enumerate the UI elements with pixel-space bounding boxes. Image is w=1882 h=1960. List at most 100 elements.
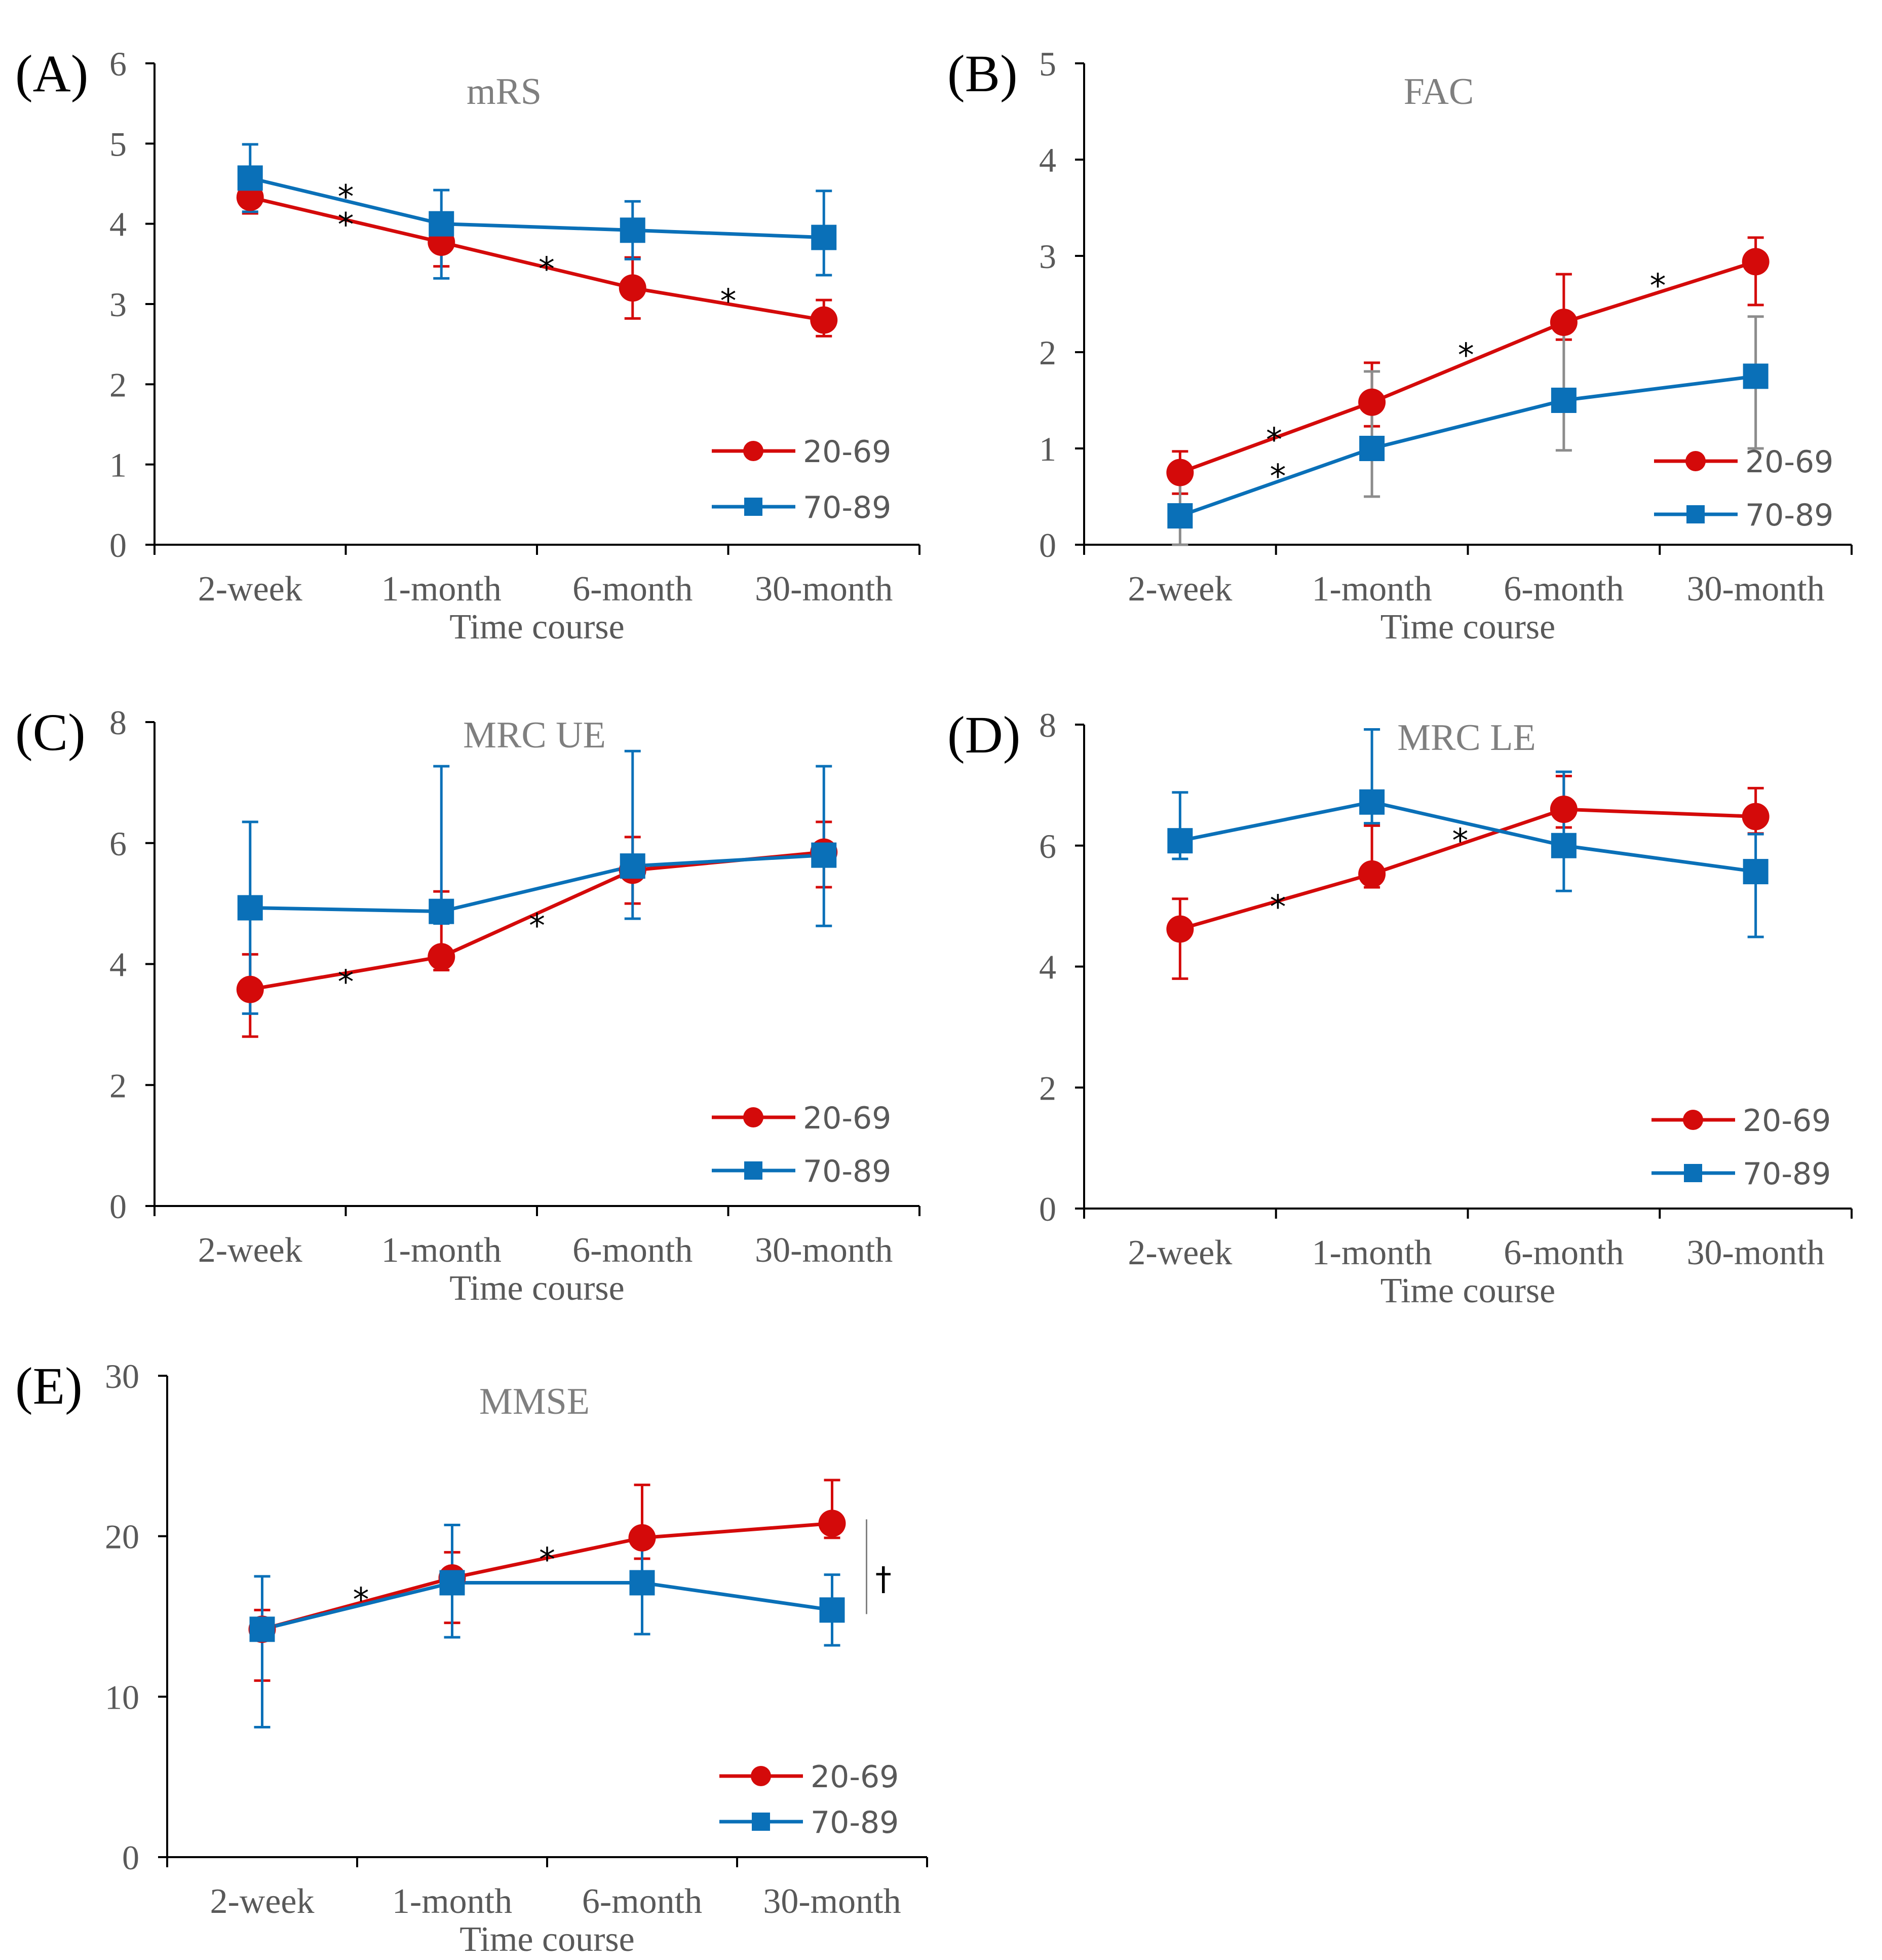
y-tick-label: 20 [105, 1518, 139, 1556]
y-tick-label: 2 [1039, 333, 1056, 372]
y-tick-label: 30 [105, 1357, 139, 1396]
significance-asterisk: * [338, 207, 354, 244]
x-tick-label: 30-month [755, 570, 893, 609]
y-tick-label: 0 [1039, 526, 1056, 564]
y-tick-label: 8 [1039, 706, 1056, 744]
series-line-20-69 [249, 196, 824, 322]
legend-label-20-69: 20-69 [803, 434, 891, 470]
data-point-20-69 [1166, 459, 1194, 486]
chart-panel-c: (C) MRC UE 0 2 4 6 8 2-week 1-month 6-month 30-mon… [15, 703, 920, 1308]
data-point-70-89 [1167, 828, 1193, 854]
legend: 20-69 70-89 [719, 1759, 899, 1840]
legend-marker-20-69 [743, 441, 763, 461]
x-tick-label: 6-month [1504, 1233, 1624, 1272]
data-point-20-69 [628, 1524, 656, 1552]
data-point-70-89 [1743, 859, 1769, 885]
significance-asterisk: * [539, 1541, 555, 1579]
chart-panel-b: (B) FAC 0 1 2 3 4 5 2-week 1-month 6-month 30-month… [947, 45, 1853, 647]
y-tick-label: 4 [1039, 948, 1056, 987]
data-point-70-89 [1167, 503, 1193, 529]
y-tick-label: 10 [105, 1678, 139, 1716]
significance-asterisk: * [1649, 268, 1666, 305]
legend-label-70-89: 70-89 [1743, 1156, 1831, 1192]
y-tick-label: 4 [1039, 141, 1056, 179]
series-line-20-69 [1179, 260, 1756, 474]
legend-label-70-89: 70-89 [1745, 498, 1833, 533]
x-tick-label: 1-month [1312, 1233, 1432, 1272]
chart-panel-d: (D) MRC LE 0 2 4 6 8 2-week 1-month 6-month 30-mon… [947, 706, 1853, 1310]
data-point-70-89 [237, 165, 263, 191]
legend-label-70-89: 70-89 [803, 1154, 891, 1189]
series-line-70-89 [1179, 374, 1756, 518]
y-tick-label: 4 [109, 205, 127, 244]
x-tick-label: 2-week [1128, 570, 1232, 609]
data-point-20-69 [236, 975, 264, 1003]
data-point-70-89 [1743, 363, 1769, 389]
x-axis-title: Time course [449, 608, 624, 647]
y-tick-label: 5 [109, 125, 127, 163]
x-axis-title: Time course [459, 1920, 634, 1959]
y-tick-label: 0 [109, 526, 127, 564]
series-line-70-89 [250, 853, 824, 914]
y-tick-label: 0 [122, 1838, 139, 1877]
data-point-70-89 [429, 898, 454, 924]
chart-title: mRS [467, 71, 542, 112]
y-tick-label: 2 [1039, 1069, 1056, 1107]
x-tick-label: 2-week [198, 570, 302, 609]
x-tick-label: 2-week [1128, 1233, 1232, 1272]
series-line-70-89 [1179, 800, 1756, 874]
data-point-20-69 [1166, 915, 1194, 943]
legend-label-20-69: 20-69 [803, 1101, 891, 1136]
chart-title: FAC [1404, 71, 1474, 112]
x-tick-label: 6-month [572, 570, 693, 609]
legend-marker-20-69 [751, 1766, 771, 1786]
y-tick-label: 6 [1039, 827, 1056, 865]
data-point-70-89 [620, 217, 645, 243]
data-point-20-69 [1550, 796, 1578, 823]
data-point-70-89 [629, 1570, 655, 1596]
legend-label-20-69: 20-69 [1745, 444, 1833, 480]
significance-asterisk: * [353, 1581, 369, 1619]
significance-asterisk: * [1270, 889, 1286, 926]
x-axis-title: Time course [1380, 608, 1555, 647]
legend-marker-20-69 [1685, 451, 1706, 471]
legend-marker-20-69 [743, 1107, 763, 1127]
data-point-70-89 [237, 895, 263, 921]
significance-asterisk: * [338, 178, 354, 216]
data-point-70-89 [811, 224, 837, 250]
legend-label-20-69: 20-69 [1743, 1103, 1831, 1139]
panel-label: (B) [947, 45, 1018, 103]
significance-asterisk: * [338, 964, 354, 1001]
y-tick-label: 6 [109, 45, 127, 83]
significance-asterisk: * [539, 251, 555, 288]
y-tick-label: 1 [109, 446, 127, 484]
x-tick-label: 2-week [210, 1882, 314, 1921]
data-point-20-69 [1358, 860, 1386, 888]
chart-title: MRC LE [1397, 717, 1535, 759]
data-point-70-89 [1551, 388, 1577, 413]
panel-label: (A) [15, 45, 88, 103]
y-tick-label: 4 [109, 946, 127, 984]
x-tick-label: 2-week [198, 1231, 302, 1270]
legend: 20-69 70-89 [1654, 444, 1833, 533]
panel-label: (C) [15, 703, 86, 762]
x-tick-label: 1-month [381, 570, 502, 609]
significance-asterisk: * [1458, 337, 1474, 374]
significance-asterisk: * [1452, 822, 1468, 860]
data-point-70-89 [439, 1570, 465, 1596]
significance-asterisk: * [1270, 458, 1286, 496]
x-tick-label: 30-month [755, 1231, 893, 1270]
legend-marker-70-89 [744, 498, 762, 516]
legend-marker-70-89 [744, 1161, 762, 1180]
y-tick-label: 8 [109, 703, 127, 742]
x-tick-label: 1-month [1312, 570, 1432, 609]
y-tick-label: 0 [109, 1187, 127, 1226]
chart-panel-e: (E) MMSE 0 10 20 30 2-week 1-month 6-month 30-mon… [15, 1357, 928, 1959]
x-tick-label: 30-month [1687, 570, 1825, 609]
series-line-20-69 [261, 1521, 832, 1631]
chart-panel-a: (A) mRS 0 1 2 3 4 5 6 2-week 1-month 6-month 30-mont… [15, 45, 920, 647]
data-point-20-69 [1742, 803, 1770, 831]
y-tick-label: 5 [1039, 45, 1056, 83]
y-tick-label: 0 [1039, 1190, 1056, 1228]
